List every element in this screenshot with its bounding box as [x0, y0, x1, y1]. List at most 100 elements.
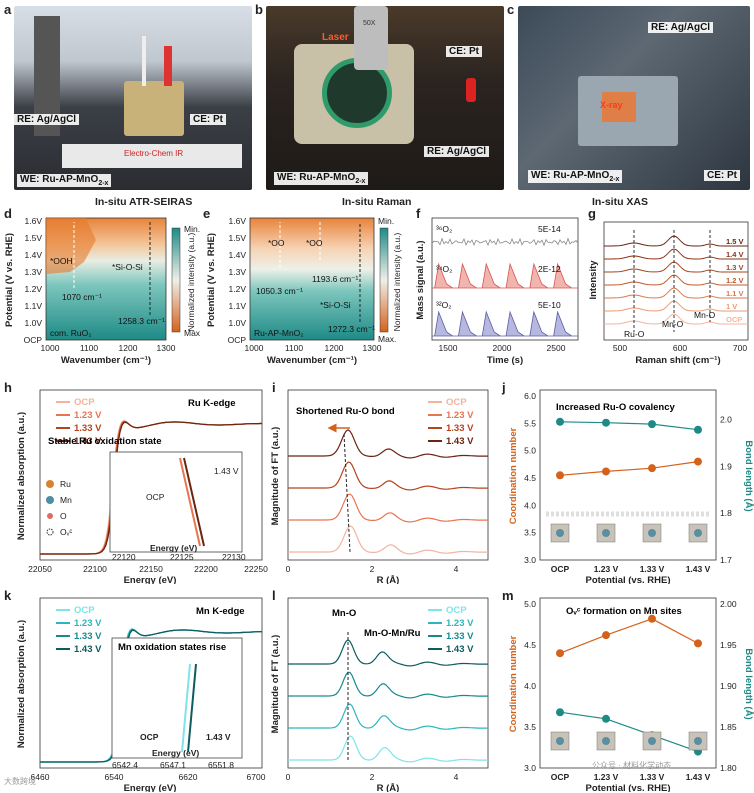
annot-w1-d: 1070 cm⁻¹ — [62, 292, 102, 302]
xtick: 2500 — [547, 343, 566, 353]
plot-frame-f — [431, 217, 579, 341]
title-j: Increased Ru-O covalency — [556, 402, 676, 413]
xtick: 6460 — [31, 772, 50, 782]
panel-label-d: d — [4, 206, 12, 221]
xtick: 1.23 V — [594, 772, 619, 782]
inset-xlabel-k: Energy (eV) — [152, 748, 199, 758]
cn-point — [694, 457, 702, 466]
ytick: 5.5 — [524, 418, 536, 428]
legend-l-label: OCP — [446, 605, 467, 616]
bond-point — [602, 418, 610, 427]
annot-sios-e: *Si-O-Si — [320, 300, 351, 310]
trace-scale-32: 5E-10 — [538, 300, 561, 310]
inset-title-h: Stable Ru oxidation state — [48, 436, 162, 447]
xtick: 500 — [613, 343, 627, 353]
ytick: 1.6V — [229, 216, 247, 226]
xtick: 1300 — [363, 343, 382, 353]
panel-d: *OOH *Si-O-Si 1070 cm⁻¹ 1258.3 cm⁻¹ com.… — [4, 216, 200, 366]
ytick2: 1.8 — [720, 508, 732, 518]
callout-ce-c: CE: Pt — [704, 170, 740, 181]
xtick: 1.33 V — [640, 564, 665, 574]
raman-label: 1.2 V — [726, 276, 744, 285]
trace-label-32: ³²O₂ — [436, 300, 452, 310]
annot-ruo: Ru-O — [624, 329, 645, 339]
xray-beam — [602, 92, 636, 122]
mn-ft-curve — [288, 703, 488, 731]
trace-label-34: ³⁴O₂ — [436, 264, 452, 274]
ru-ft-curve — [288, 525, 488, 555]
heatmap-e — [249, 217, 375, 341]
ytick: 1.2V — [229, 284, 247, 294]
ytick: 1.4V — [229, 250, 247, 260]
panel-e: *OO *OO 1050.3 cm⁻¹ 1193.6 cm⁻¹ *Si-O-Si… — [206, 216, 402, 366]
panel-h: Ru K-edge OCP 1.23 V 1.33 V 1.43 V Stable R… — [16, 389, 268, 584]
panel-label-b: b — [255, 2, 263, 17]
photo-b: 50X Laser CE: Pt RE: Ag/AgCl WE: Ru-AP-M… — [266, 6, 504, 190]
ylabel-i: Magnitude of FT (a.u.) — [270, 427, 281, 526]
inset-xtick: 22130 — [222, 552, 246, 562]
xtick: 22100 — [83, 564, 107, 574]
xtick: 1100 — [285, 343, 304, 353]
inset-curve-h — [179, 457, 201, 547]
metal-atom-icon — [556, 737, 564, 745]
inset-curve-h — [183, 457, 205, 547]
inset-k — [111, 637, 243, 759]
mn-ft-curve — [288, 671, 488, 699]
raman-label: 1.4 V — [726, 250, 744, 259]
heatmap-d-orange-region — [46, 218, 96, 274]
xtick: 1500 — [439, 343, 458, 353]
xtick: 1000 — [245, 343, 264, 353]
panel-label-c: c — [507, 2, 515, 17]
xlabel-g: Raman shift (cm⁻¹) — [635, 355, 720, 366]
objective — [354, 6, 388, 70]
xtick: 6620 — [179, 772, 198, 782]
xlabel-h: Energy (eV) — [124, 575, 177, 584]
xlabel-f: Time (s) — [487, 355, 523, 366]
raman-label: 1.5 V — [726, 237, 744, 246]
panel-label-m: m — [502, 588, 514, 603]
ytick2: 1.85 — [720, 722, 737, 732]
metal-atom-icon — [694, 737, 702, 745]
callout-ce-a: CE: Pt — [190, 114, 226, 125]
metal-atom-icon — [556, 529, 564, 537]
device-label: Electro-Chem IR — [124, 149, 184, 158]
xtick: 2000 — [493, 343, 512, 353]
raman-trace — [604, 235, 748, 247]
metal-atom-icon — [648, 737, 656, 745]
legend-i-label: 1.23 V — [446, 410, 474, 421]
raman-trace — [604, 248, 748, 260]
species-ru: Ru — [60, 479, 71, 489]
legend-i-label: OCP — [446, 397, 467, 408]
xtick: 6540 — [105, 772, 124, 782]
xlabel-l: R (Å) — [377, 783, 400, 792]
xtick: 4 — [454, 564, 459, 574]
ytick2: 1.90 — [720, 681, 737, 691]
title-m: Oᵥᶜ formation on Mn sites — [566, 606, 682, 617]
ylabel-e: Potential (V vs. RHE) — [206, 233, 217, 327]
colorbar-d — [171, 227, 181, 333]
legend-l-label: 1.23 V — [446, 618, 474, 629]
legend-l-label: 1.33 V — [446, 631, 474, 642]
inset-xtick: 6551.8 — [208, 760, 234, 770]
xlabel-j: Potential (vs. RHE) — [586, 575, 671, 584]
mn-atom-icon — [46, 496, 54, 504]
xtick: 6700 — [247, 772, 266, 782]
photo-a: Electro-Chem IR RE: Ag/AgCl CE: Pt WE: R… — [14, 6, 252, 190]
xtick: 0 — [286, 564, 291, 574]
inset-ocp-k: OCP — [140, 732, 159, 742]
legend-k-label: OCP — [74, 605, 95, 616]
callout-re-b: RE: Ag/AgCl — [424, 146, 490, 157]
xtick: 2 — [370, 564, 375, 574]
inset-xtick: 22125 — [170, 552, 194, 562]
inset-title-k: Mn oxidation states rise — [118, 642, 226, 653]
annot-w1-e: 1050.3 cm⁻¹ — [256, 286, 303, 296]
device-panel — [62, 144, 242, 168]
ytick: 4.5 — [524, 640, 536, 650]
bond-line — [559, 421, 699, 431]
annot-sios-d: *Si-O-Si — [112, 262, 143, 272]
plot-frame-m — [539, 597, 717, 769]
cn-point — [602, 631, 610, 640]
xlabel-d: Wavenumber (cm⁻¹) — [61, 355, 151, 366]
inset-xtick: 6547.1 — [160, 760, 186, 770]
xtick: 1.43 V — [686, 772, 711, 782]
